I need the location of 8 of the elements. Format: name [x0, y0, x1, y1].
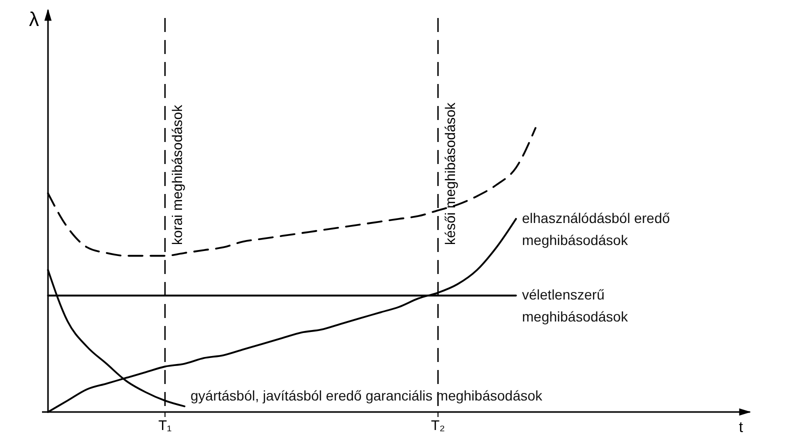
series-label: elhasználódásból eredő meghibásodások — [522, 210, 670, 248]
ref-line-label: késői meghibásodások — [442, 102, 458, 245]
ref-line-label: korai meghibásodások — [169, 104, 185, 245]
x-tick-label: T₁ — [158, 417, 172, 433]
x-tick-label: T₂ — [431, 417, 445, 433]
series-label: véletlenszerű meghibásodások — [522, 286, 629, 325]
y-axis-title: λ — [29, 9, 39, 31]
x-axis-title: t — [738, 419, 744, 436]
